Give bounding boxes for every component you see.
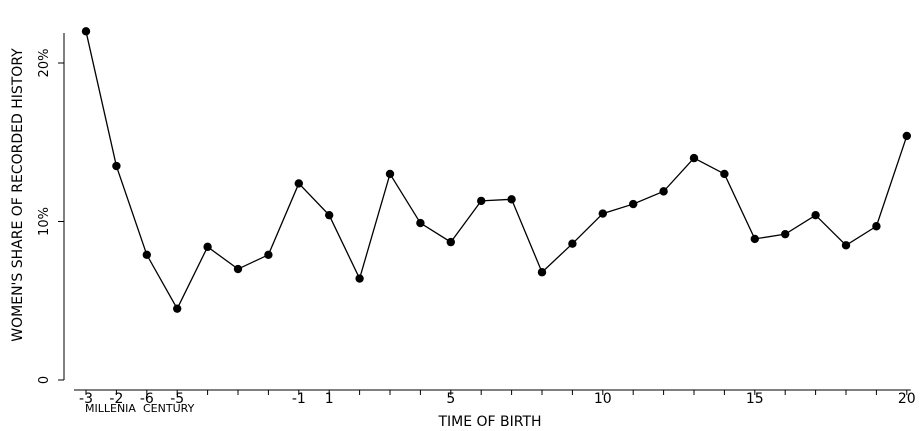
data-point [416,218,425,228]
data-point [325,210,334,220]
data-point [203,242,212,252]
y-tick-label: 20% [37,49,52,78]
data-point [568,239,577,248]
x-tick-label: -2 [109,391,123,407]
data-point [112,161,121,171]
data-point [446,237,455,247]
series-line [85,31,908,311]
data-point [385,169,395,179]
x-tick-label: -3 [79,391,93,407]
data-point [598,209,607,218]
y-axis-ticks: 0 10% 20% [37,49,64,384]
x-tick-label: -5 [170,391,184,407]
data-point [142,250,151,259]
data-point [537,268,547,277]
x-tick-label: 10 [594,391,612,407]
data-point [750,234,759,244]
data-point [811,210,820,220]
x-tick-label: -1 [292,391,306,407]
data-point [477,196,486,206]
data-point [81,27,91,36]
data-series [81,27,911,313]
x-tick-label: 20 [898,391,916,407]
data-point [629,199,638,209]
x-tick-label: -6 [140,391,154,407]
data-point [872,222,881,231]
data-point [507,195,516,204]
data-point [841,241,851,250]
y-axis-label: WOMEN'S SHARE OF RECORDED HISTORY [10,48,26,342]
millenia-group-label: MILLENIA [85,402,136,415]
y-tick-label: 10% [37,207,52,236]
x-axis-ticks: -3 -2 -6 -5 -1 1 5 10 15 20 [79,390,916,407]
data-point [355,274,364,283]
x-tick-label: 5 [446,391,455,407]
y-tick-label: 0 [37,376,52,384]
axes [63,33,911,391]
data-point [902,131,911,141]
data-point [689,153,699,163]
data-point [720,169,729,179]
x-tick-label: 15 [746,391,764,407]
century-group-label: CENTURY [143,402,195,415]
data-point [659,187,668,196]
x-axis-label: TIME OF BIRTH [437,414,541,430]
data-point [233,264,243,274]
data-point [173,304,182,313]
x-tick-label: 1 [325,391,334,407]
data-point [294,179,303,188]
data-point [264,250,273,259]
data-point [781,229,790,239]
